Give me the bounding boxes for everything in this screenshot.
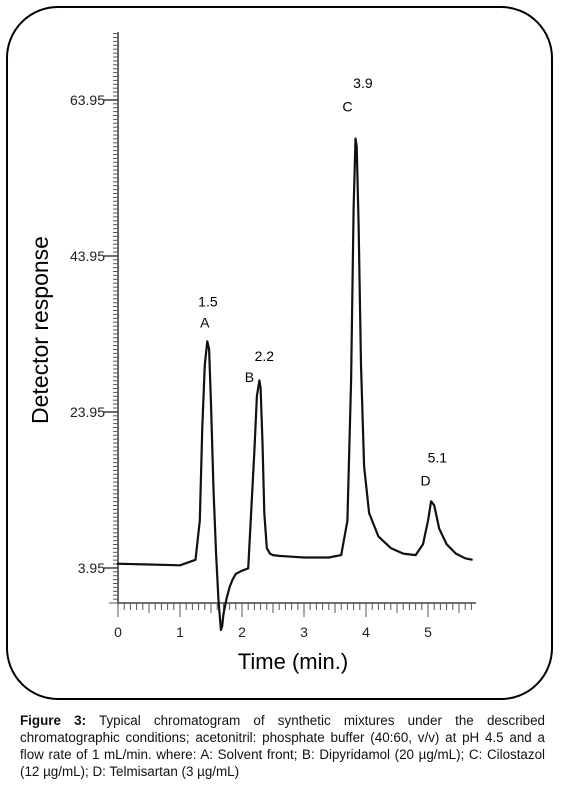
y-tick-label: 23.95 [70,404,105,420]
peak-annotation: 1.5 [198,293,218,309]
peak-annotation: 2.2 [255,348,275,364]
x-axis-title: Time (min.) [238,649,348,674]
peak-annotation: 5.1 [428,449,448,465]
caption-label: Figure 3: [20,713,87,728]
y-tick-label: 63.95 [70,92,105,108]
peak-annotation: D [420,473,430,489]
ticks: 3.95 23.95 43.95 63.95 0 1 2 3 4 5 [70,33,472,640]
annotations-layer: 1.5 A 2.2B 3.9C 5.1 D [198,75,447,489]
caption-text: Typical chromatogram of synthetic mixtur… [20,713,546,779]
series-layer [116,137,473,632]
chromatogram-chart: 3.95 23.95 43.95 63.95 0 1 2 3 4 5 1.5 A 2.2B 3.9C 5.… [27,32,476,674]
figure-caption: Figure 3: Typical chromatogram of synthe… [20,712,545,780]
figure-frame [6,6,553,700]
x-tick-label: 3 [300,624,308,640]
peak-annotation: 3.9 [353,75,373,91]
y-tick-label: 3.95 [78,560,105,576]
chromatogram-line [116,137,473,632]
x-tick-label: 5 [424,624,432,640]
x-tick-label: 0 [114,624,122,640]
y-axis-title: Detector response [27,236,53,424]
peak-annotation: A [200,314,210,330]
peak-annotation: B [245,369,254,385]
peak-annotation: C [342,98,352,114]
x-tick-label: 1 [176,624,184,640]
axes [117,32,476,604]
x-tick-label: 4 [362,624,370,640]
y-tick-label: 43.95 [70,248,105,264]
x-tick-label: 2 [238,624,246,640]
